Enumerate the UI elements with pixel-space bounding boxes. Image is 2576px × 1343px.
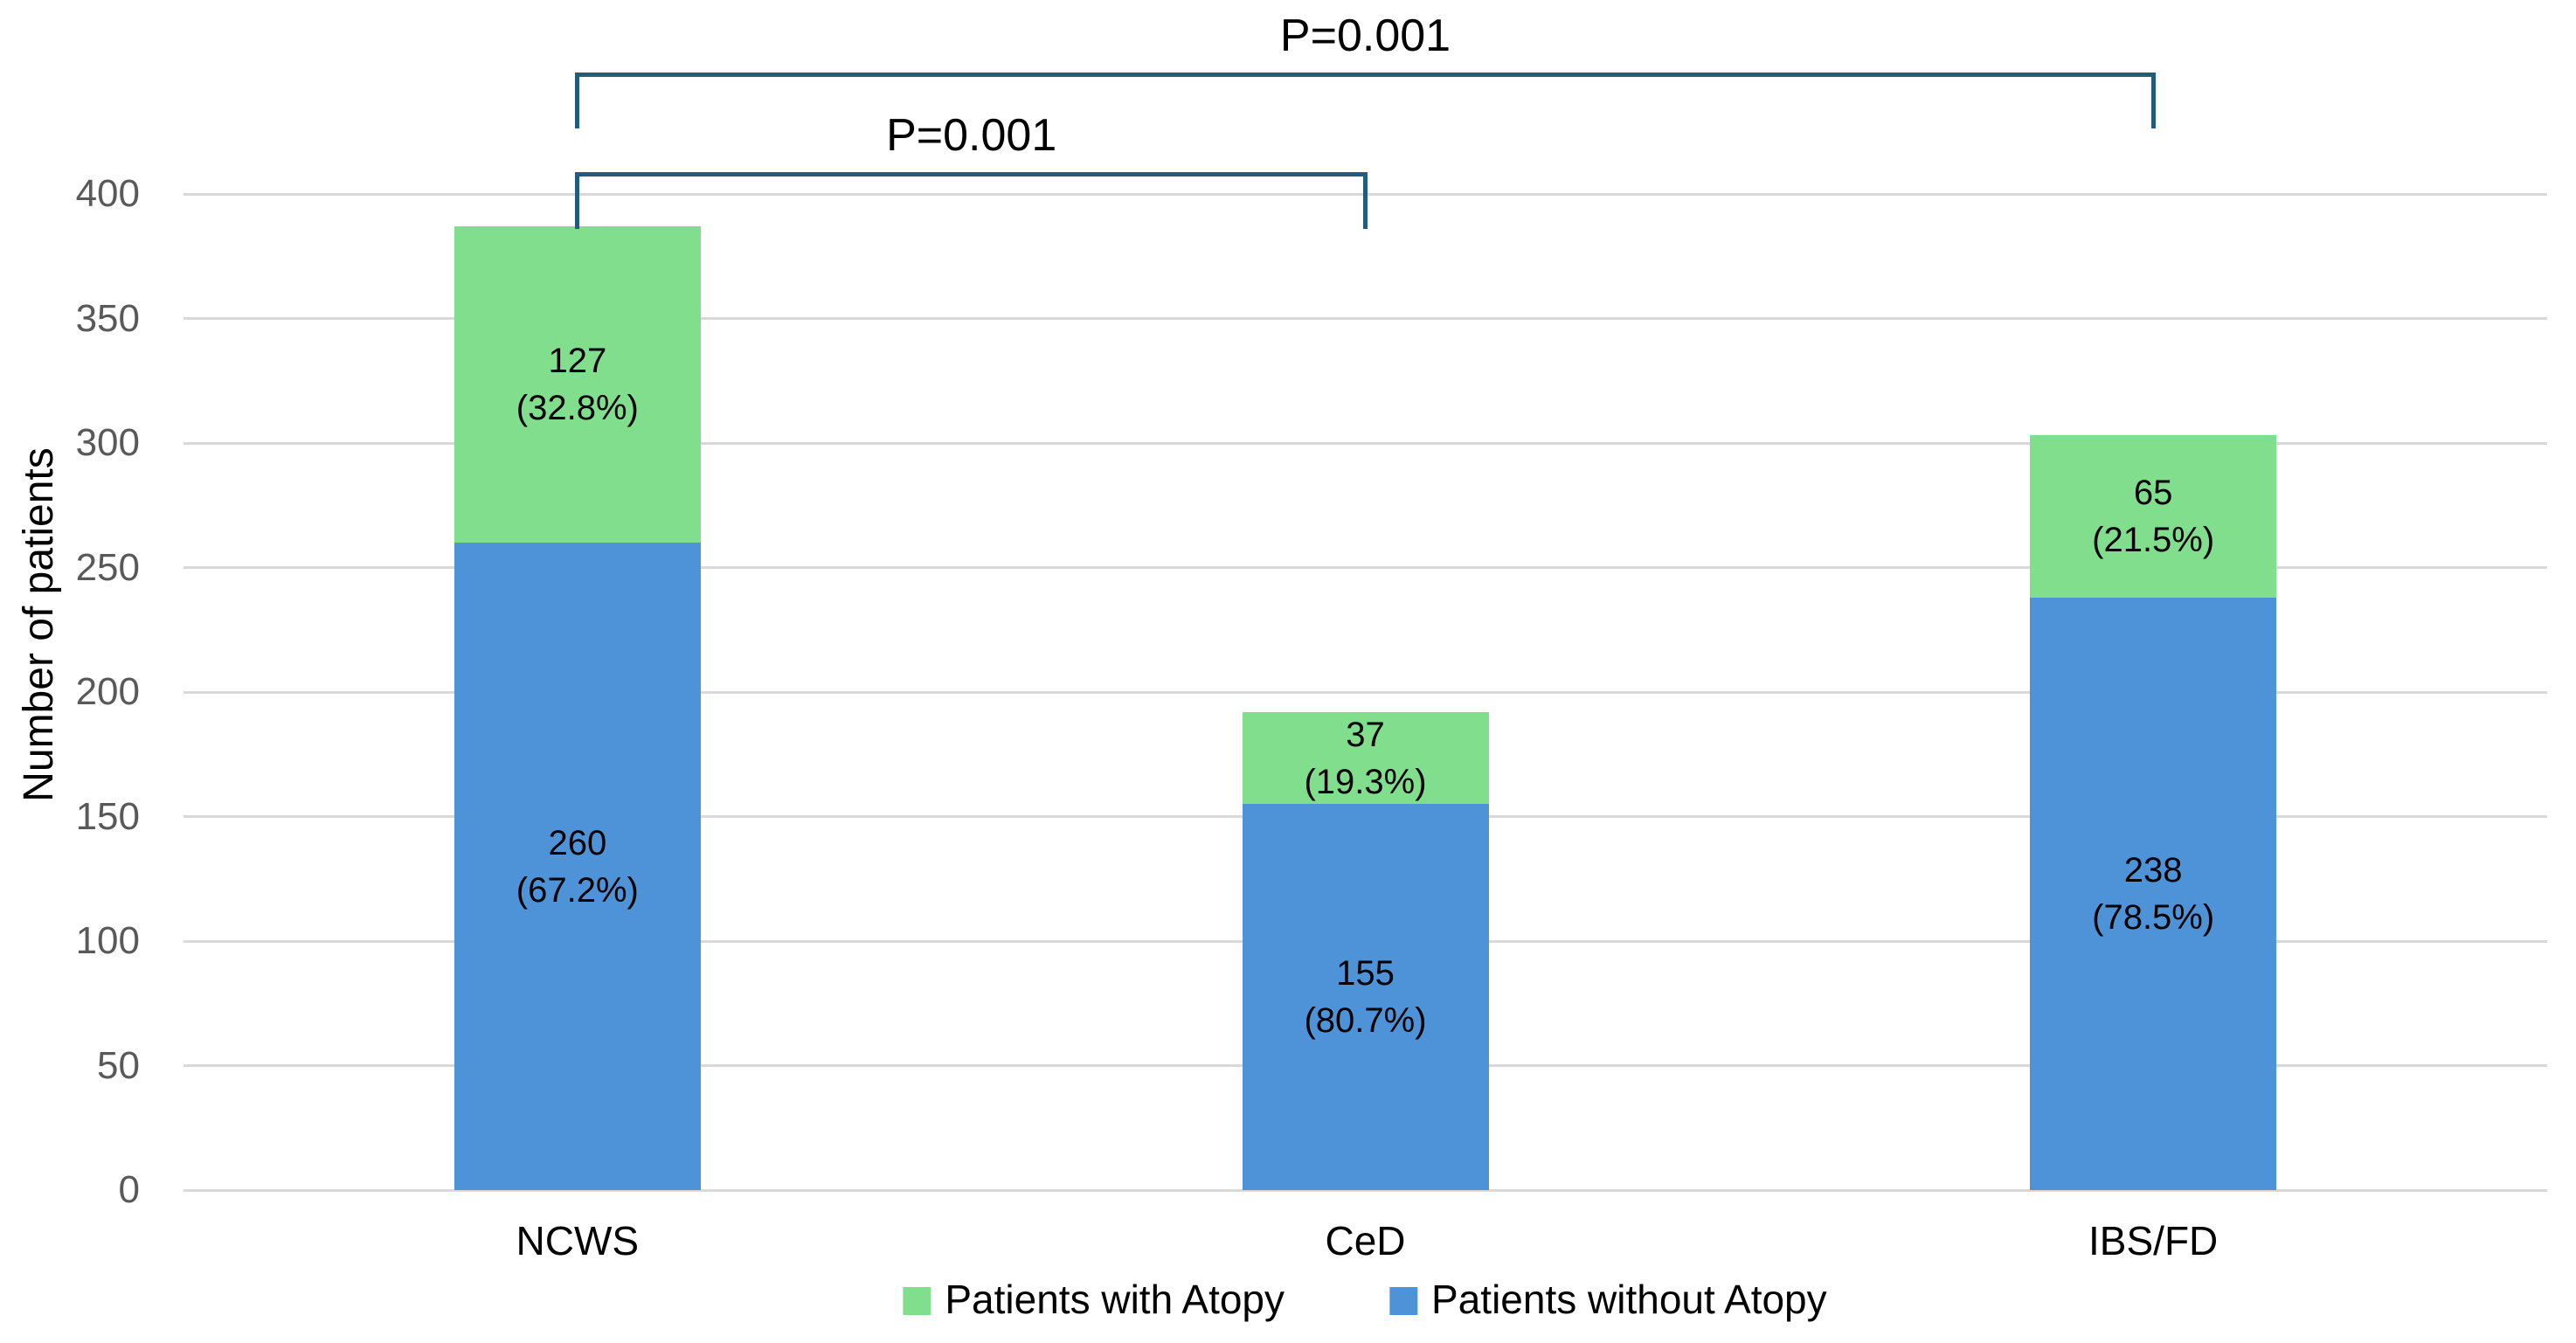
- bar-segment-patients-with-atopy-ibs-fd: [2030, 435, 2277, 598]
- bar-segment-patients-with-atopy-ncws: [454, 226, 701, 543]
- y-tick-label: 250: [75, 545, 140, 589]
- bar-segment-patients-without-atopy-ibs-fd: [2030, 597, 2277, 1190]
- bracket-line: [575, 172, 1368, 177]
- bracket-tick: [2150, 73, 2156, 128]
- gridline: [184, 690, 2547, 694]
- bar-segment-patients-without-atopy-ced: [1242, 804, 1489, 1190]
- bracket-tick: [575, 172, 580, 229]
- x-axis-label-ibs-fd: IBS/FD: [2088, 1218, 2219, 1263]
- bar-segment-label: 238 (78.5%): [2092, 850, 2215, 937]
- legend-swatch: [903, 1287, 931, 1315]
- bar-segment-label: 127 (32.8%): [516, 342, 639, 428]
- bracket-tick: [1363, 172, 1368, 229]
- bar-segment-patients-without-atopy-ncws: [454, 543, 701, 1190]
- y-tick-label: 300: [75, 421, 140, 464]
- gridline: [184, 441, 2547, 445]
- y-tick-label: 100: [75, 919, 140, 962]
- y-axis-title: Number of patients: [16, 447, 62, 802]
- legend-swatch: [1389, 1287, 1418, 1315]
- bar-segment-label: 260 (67.2%): [516, 823, 639, 910]
- y-tick-label: 50: [97, 1043, 140, 1087]
- legend-item-patients-without-atopy: Patients without Atopy: [1389, 1276, 1827, 1323]
- bar-segment-patients-with-atopy-ced: [1242, 711, 1489, 805]
- x-axis-label-ced: CeD: [1325, 1218, 1406, 1263]
- gridline: [184, 1188, 2547, 1192]
- y-tick-label: 350: [75, 296, 140, 340]
- legend-label: Patients with Atopy: [945, 1277, 1285, 1322]
- bracket-line: [575, 73, 2156, 77]
- legend: Patients with Atopy Patients without Atop…: [903, 1276, 1827, 1323]
- bracket-tick: [575, 73, 580, 128]
- y-tick-label: 400: [75, 172, 140, 215]
- bar-segment-label: 37 (19.3%): [1304, 715, 1427, 801]
- gridline: [184, 566, 2547, 569]
- y-tick-label: 200: [75, 670, 140, 713]
- significance-bracket-label: P=0.001: [1279, 10, 1451, 61]
- legend-label: Patients without Atopy: [1431, 1277, 1827, 1322]
- y-tick-label: 0: [118, 1168, 140, 1211]
- gridline: [184, 317, 2547, 320]
- bar-segment-label: 65 (21.5%): [2092, 474, 2215, 560]
- significance-bracket-label: P=0.001: [886, 110, 1057, 161]
- y-tick-label: 150: [75, 794, 140, 838]
- legend-item-patients-with-atopy: Patients with Atopy: [903, 1276, 1285, 1323]
- x-axis-label-ncws: NCWS: [516, 1218, 640, 1263]
- bar-segment-label: 155 (80.7%): [1304, 954, 1427, 1041]
